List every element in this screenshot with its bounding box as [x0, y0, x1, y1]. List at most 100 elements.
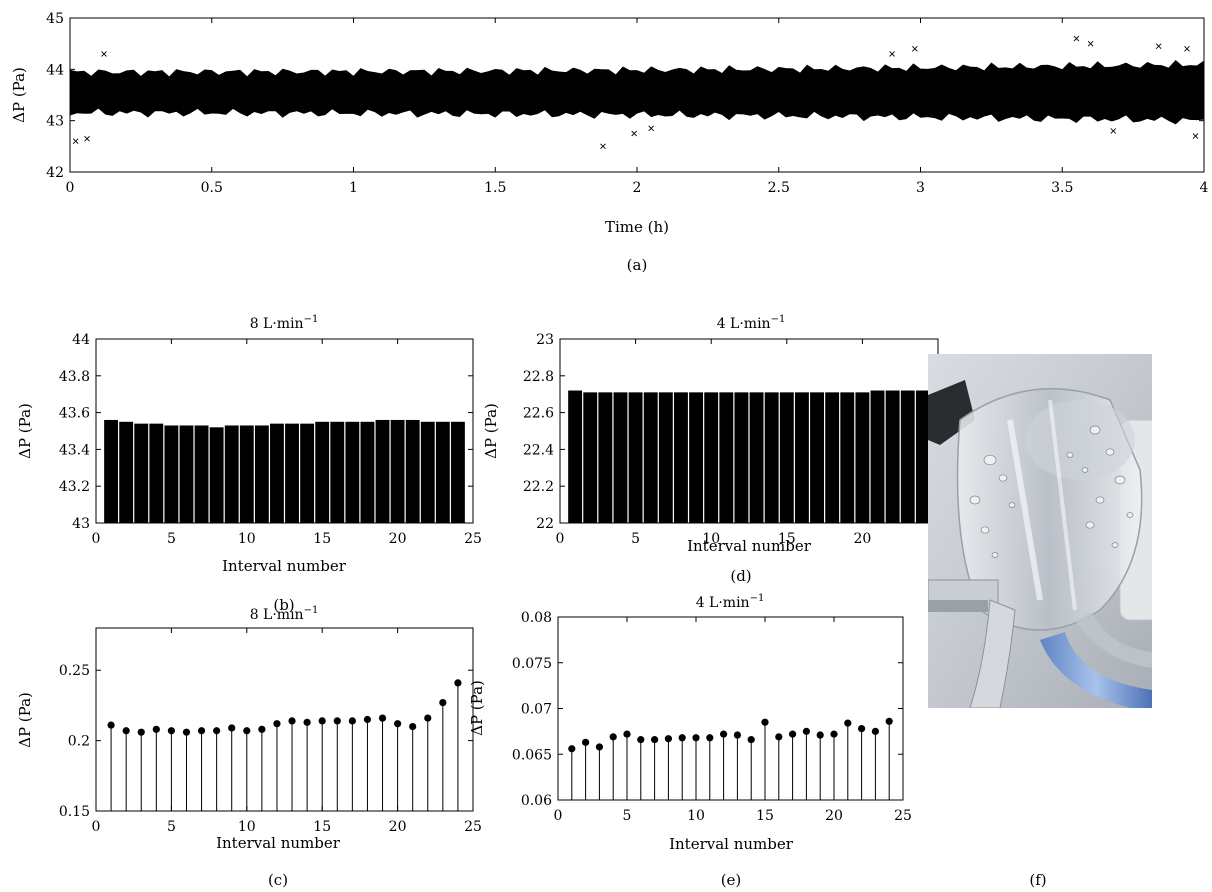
bar — [270, 423, 284, 523]
stem-point — [303, 718, 311, 726]
panel-e-title: 4 L·min−1 — [696, 593, 765, 611]
bar — [674, 392, 688, 523]
stem-point — [137, 728, 145, 736]
droplet — [1008, 502, 1016, 508]
droplet — [1085, 521, 1095, 529]
bar — [375, 419, 390, 523]
droplet — [1066, 452, 1074, 458]
stem-point — [761, 718, 769, 726]
stem-point — [802, 727, 811, 735]
y-tick-label: 42 — [46, 165, 64, 181]
bar — [300, 423, 315, 523]
panel-c-letter: (c) — [268, 871, 288, 889]
panel-e-x-label: Interval number — [669, 835, 794, 853]
stem-point — [333, 717, 341, 725]
droplet — [998, 474, 1008, 482]
bar — [254, 425, 269, 523]
x-tick-label: 15 — [756, 808, 774, 824]
y-tick-label: 0.15 — [59, 804, 90, 820]
bar — [405, 419, 420, 523]
x-tick-label: 3.5 — [1051, 180, 1073, 196]
stem-point — [228, 724, 236, 732]
panel-a-markers — [72, 35, 1199, 150]
stem-point — [439, 699, 447, 707]
bar — [825, 392, 840, 523]
y-tick-label: 22.8 — [523, 369, 554, 385]
bar — [734, 392, 749, 523]
bar — [164, 425, 179, 523]
droplet — [969, 495, 981, 505]
panel-a-y-ticks: 42 43 44 45 — [46, 11, 1204, 181]
droplet — [1114, 475, 1126, 485]
pressure-band — [70, 60, 1204, 125]
stem-point — [122, 727, 130, 735]
bar — [704, 392, 719, 523]
outlier-marker — [648, 125, 654, 132]
x-tick-label: 0 — [556, 531, 565, 547]
panel-c-y-label: ΔP (Pa) — [16, 692, 34, 748]
bar — [285, 423, 299, 523]
droplet — [1095, 496, 1105, 504]
panel-b-x-label: Interval number — [222, 557, 347, 575]
stem-point — [348, 717, 356, 725]
x-tick-label: 4 — [1200, 180, 1209, 196]
x-tick-label: 15 — [778, 531, 796, 547]
x-tick-label: 2 — [633, 180, 642, 196]
panel-c-stems — [107, 679, 462, 811]
outlier-marker — [912, 45, 918, 52]
panel-f-letter: (f) — [1029, 871, 1046, 889]
panel-c-y-ticks: 0.15 0.2 0.25 — [59, 663, 473, 820]
y-tick-label: 44 — [46, 62, 64, 78]
bar — [628, 392, 643, 523]
outlier-marker — [1184, 45, 1190, 52]
outlier-marker — [631, 130, 637, 137]
x-tick-label: 0.5 — [201, 180, 223, 196]
outlier-marker — [1087, 40, 1094, 47]
x-tick-label: 20 — [389, 819, 407, 835]
bar — [779, 392, 794, 523]
bar — [885, 390, 900, 523]
panel-c-axes — [95, 627, 474, 812]
y-tick-label: 22.4 — [523, 442, 554, 458]
panel-e-letter: (e) — [721, 871, 742, 889]
x-tick-label: 20 — [853, 531, 871, 547]
y-tick-label: 43 — [72, 516, 90, 532]
bar — [900, 390, 915, 523]
stem-point — [692, 734, 700, 742]
stem-point — [623, 730, 631, 738]
bar — [689, 392, 704, 523]
bar — [134, 423, 149, 523]
bar — [435, 421, 450, 523]
x-tick-label: 10 — [238, 819, 256, 835]
droplet — [1111, 542, 1119, 548]
outlier-marker — [1192, 133, 1199, 139]
x-tick-label: 15 — [313, 819, 331, 835]
outlier-marker — [1155, 43, 1162, 50]
panel-b-bars — [104, 419, 465, 523]
x-tick-label: 0 — [92, 819, 101, 835]
x-tick-label: 1 — [349, 180, 358, 196]
bar — [450, 421, 465, 523]
bar — [915, 390, 930, 523]
bar — [643, 392, 658, 523]
panel-e-y-label: ΔP (Pa) — [468, 680, 486, 736]
panel-e-stems — [568, 717, 893, 800]
stem-point — [775, 733, 783, 741]
panel-a-x-ticks: 0 0.5 1 1.5 2 2.5 3 3.5 4 — [66, 18, 1209, 196]
droplet — [983, 454, 997, 466]
x-tick-label: 5 — [167, 819, 176, 835]
panel-b-title: 8 L·min−1 — [250, 314, 319, 332]
stem-point — [637, 736, 645, 744]
stem-point — [107, 721, 115, 729]
stem-point — [213, 727, 221, 735]
bar — [209, 427, 224, 523]
y-tick-label: 0.08 — [521, 610, 552, 626]
x-tick-label: 10 — [702, 531, 720, 547]
bar — [224, 425, 239, 523]
stem-point — [582, 738, 590, 746]
bar — [149, 423, 164, 523]
outlier-marker — [84, 135, 90, 142]
x-tick-label: 25 — [464, 531, 482, 547]
y-tick-label: 0.07 — [521, 702, 552, 718]
